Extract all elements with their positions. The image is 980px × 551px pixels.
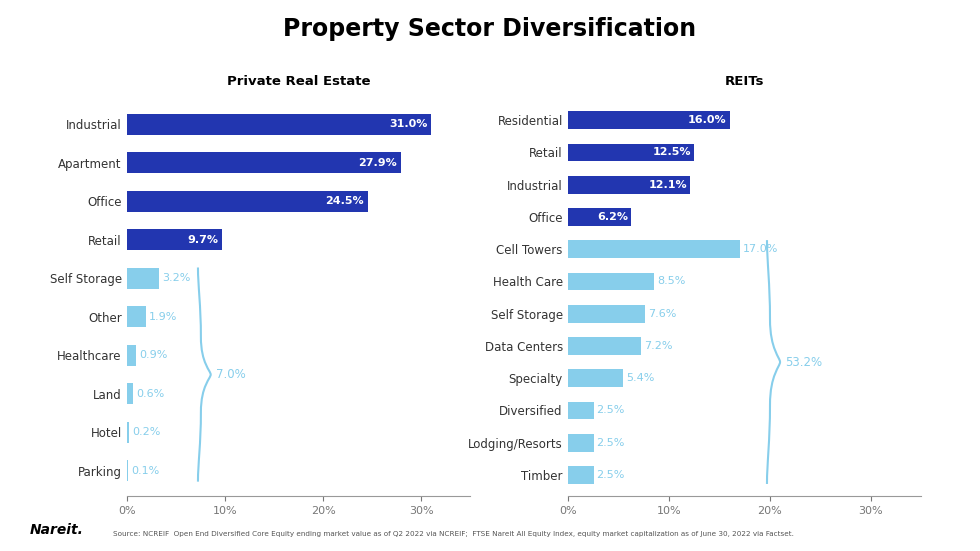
Bar <box>568 466 594 484</box>
Text: 9.7%: 9.7% <box>187 235 219 245</box>
Text: 0.9%: 0.9% <box>139 350 168 360</box>
Bar <box>568 305 645 322</box>
Bar <box>127 268 159 289</box>
Title: REITs: REITs <box>725 75 764 88</box>
Bar <box>568 273 654 290</box>
Text: 0.6%: 0.6% <box>136 389 165 399</box>
Text: 17.0%: 17.0% <box>743 244 778 254</box>
Text: 53.2%: 53.2% <box>785 355 822 369</box>
Bar <box>568 369 623 387</box>
Bar <box>568 208 631 226</box>
Bar <box>568 143 695 161</box>
Bar <box>127 152 401 174</box>
Text: Source: NCREIF  Open End Diversified Core Equity ending market value as of Q2 20: Source: NCREIF Open End Diversified Core… <box>113 531 794 537</box>
Text: 31.0%: 31.0% <box>389 119 427 129</box>
Bar <box>127 383 133 404</box>
Bar <box>568 337 641 355</box>
Bar <box>127 114 431 135</box>
Text: 2.5%: 2.5% <box>597 437 625 447</box>
Text: 0.1%: 0.1% <box>131 466 160 476</box>
Bar <box>127 422 129 443</box>
Text: 1.9%: 1.9% <box>149 312 177 322</box>
Text: 7.2%: 7.2% <box>644 341 672 351</box>
Title: Private Real Estate: Private Real Estate <box>227 75 370 88</box>
Text: 2.5%: 2.5% <box>597 406 625 415</box>
Bar <box>568 176 690 193</box>
Bar <box>568 111 730 129</box>
Text: 8.5%: 8.5% <box>658 277 685 287</box>
Bar <box>127 229 222 250</box>
Text: Property Sector Diversification: Property Sector Diversification <box>283 17 697 41</box>
Bar <box>127 306 146 327</box>
Text: 12.1%: 12.1% <box>649 180 687 190</box>
Bar <box>568 434 594 452</box>
Bar <box>127 191 368 212</box>
Text: 24.5%: 24.5% <box>325 196 364 206</box>
Text: 7.6%: 7.6% <box>648 309 676 318</box>
Text: 5.4%: 5.4% <box>626 373 655 383</box>
Bar <box>568 240 740 258</box>
Text: 3.2%: 3.2% <box>162 273 190 283</box>
Text: 27.9%: 27.9% <box>358 158 397 168</box>
Text: 0.2%: 0.2% <box>132 428 161 437</box>
Text: 2.5%: 2.5% <box>597 470 625 480</box>
Text: Nareit.: Nareit. <box>29 523 83 537</box>
Text: 6.2%: 6.2% <box>597 212 628 222</box>
Text: 7.0%: 7.0% <box>216 368 245 381</box>
Bar <box>127 460 128 482</box>
Bar <box>568 402 594 419</box>
Text: 16.0%: 16.0% <box>688 115 726 125</box>
Bar <box>127 345 136 366</box>
Text: 12.5%: 12.5% <box>653 148 691 158</box>
